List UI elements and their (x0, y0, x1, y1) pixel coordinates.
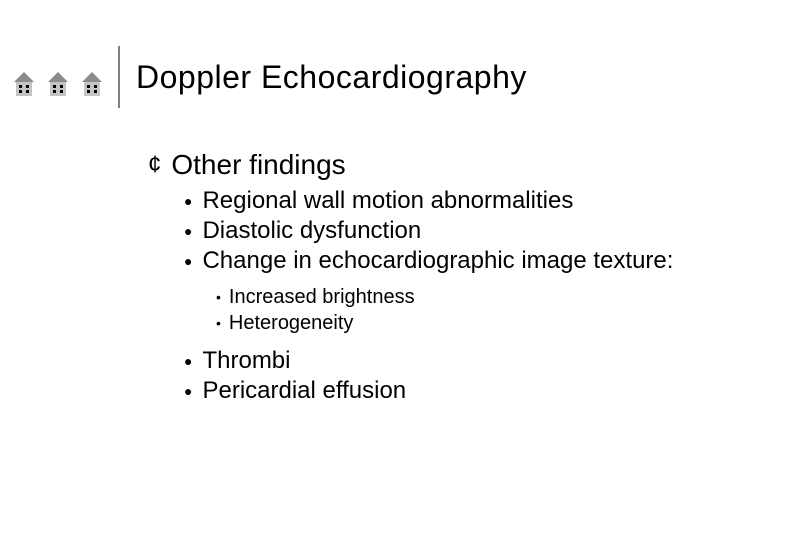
list-item-lvl2: ● Diastolic dysfunction (184, 216, 768, 246)
lvl2-text: Regional wall motion abnormalities (202, 186, 573, 216)
list-item-lvl2: ● Thrombi (184, 346, 768, 376)
bullet-lvl2: ● (184, 186, 192, 216)
lvl3-text: Heterogeneity (229, 310, 354, 336)
lvl3-group: • Increased brightness • Heterogeneity (216, 284, 768, 336)
bullet-lvl2: ● (184, 216, 192, 246)
lvl2-group: ● Regional wall motion abnormalities ● D… (184, 186, 768, 406)
lvl2-text: Change in echocardiographic image textur… (202, 246, 673, 276)
slide-body: ¢ Other findings ● Regional wall motion … (148, 148, 768, 406)
bullet-lvl2: ● (184, 346, 192, 376)
slide-title: Doppler Echocardiography (136, 59, 527, 96)
bullet-lvl3: • (216, 310, 221, 336)
building-icon (10, 70, 38, 98)
lvl2-text: Thrombi (202, 346, 290, 376)
slide: Doppler Echocardiography ¢ Other finding… (0, 0, 810, 540)
building-icon (44, 70, 72, 98)
list-item-lvl1: ¢ Other findings (148, 148, 768, 182)
building-icon (78, 70, 106, 98)
list-item-lvl3: • Increased brightness (216, 284, 768, 310)
lvl3-text: Increased brightness (229, 284, 415, 310)
bullet-lvl2: ● (184, 246, 192, 276)
title-block: Doppler Echocardiography (118, 46, 527, 108)
list-item-lvl2: ● Regional wall motion abnormalities (184, 186, 768, 216)
list-item-lvl2: ● Change in echocardiographic image text… (184, 246, 768, 276)
lvl1-text: Other findings (171, 148, 345, 182)
list-item-lvl3: • Heterogeneity (216, 310, 768, 336)
logo-strip (10, 70, 106, 98)
bullet-lvl3: • (216, 284, 221, 310)
bullet-lvl1: ¢ (148, 148, 161, 182)
lvl2-text: Pericardial effusion (202, 376, 406, 406)
bullet-lvl2: ● (184, 376, 192, 406)
list-item-lvl2: ● Pericardial effusion (184, 376, 768, 406)
lvl2-text: Diastolic dysfunction (202, 216, 421, 246)
